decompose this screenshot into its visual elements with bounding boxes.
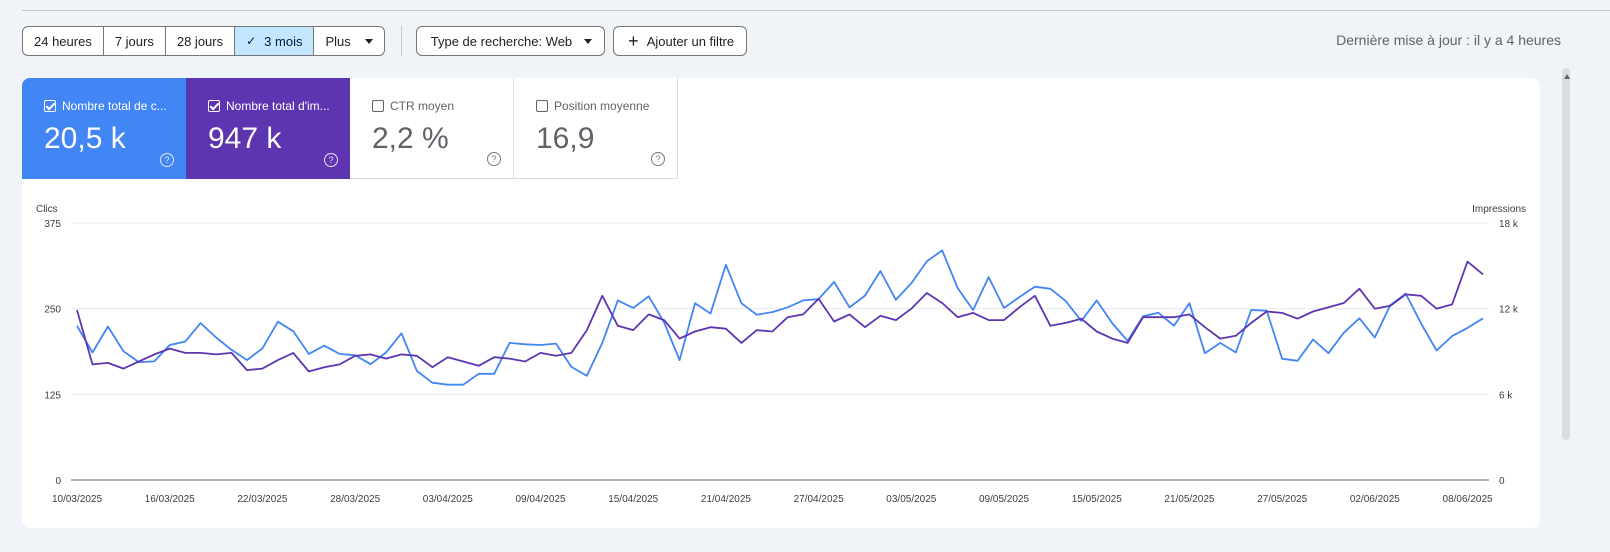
checkbox-icon[interactable] (208, 100, 220, 112)
range-option[interactable]: Plus (314, 27, 383, 55)
y-right-tick-label: 18 k (1499, 219, 1519, 230)
x-tick-label: 16/03/2025 (145, 494, 195, 505)
y-right-title: Impressions (1472, 204, 1526, 215)
x-tick-label: 08/06/2025 (1443, 494, 1493, 505)
metric-tile-position[interactable]: Position moyenne 16,9 ? (514, 78, 678, 179)
x-tick-label: 21/04/2025 (701, 494, 751, 505)
search-type-dropdown[interactable]: Type de recherche: Web (415, 26, 606, 56)
y-right-tick-label: 0 (1499, 476, 1505, 487)
help-circle-icon[interactable]: ? (324, 153, 338, 167)
plus-icon: + (628, 31, 639, 51)
caret-down-icon (584, 38, 593, 44)
checkbox-icon[interactable] (372, 100, 384, 112)
filter-toolbar: 24 heures 7 jours 28 jours ✓ 3 mois Plus Type… (22, 26, 755, 56)
x-tick-label: 22/03/2025 (237, 494, 287, 505)
search-type-label: Type de recherche: Web (430, 33, 573, 49)
metric-tiles: Nombre total de c... 20,5 k ? Nombre tot… (22, 78, 678, 179)
scrollbar[interactable] (1562, 68, 1570, 440)
metric-value: 16,9 (536, 122, 595, 155)
metric-label: Position moyenne (554, 99, 650, 113)
range-option-label: 28 jours (176, 33, 224, 49)
metric-tile-ctr[interactable]: CTR moyen 2,2 % ? (350, 78, 514, 179)
chart-series (76, 249, 1484, 386)
add-filter-label: Ajouter un filtre (646, 33, 735, 49)
help-circle-icon[interactable]: ? (487, 152, 501, 166)
add-filter-button[interactable]: + Ajouter un filtre (613, 26, 748, 56)
range-option[interactable]: 24 heures (23, 27, 104, 55)
x-tick-label: 27/05/2025 (1257, 494, 1307, 505)
series-line-impressions (76, 260, 1484, 373)
y-right-ticks: 0 6 k 12 k 18 k (1499, 219, 1519, 487)
y-left-ticks: 0 125 250 375 (44, 219, 61, 487)
x-tick-label: 10/03/2025 (52, 494, 102, 505)
series-line-clicks (76, 249, 1484, 386)
x-tick-label: 15/04/2025 (608, 494, 658, 505)
metric-value: 2,2 % (372, 122, 449, 155)
caret-down-icon (364, 38, 373, 44)
metric-tile-impressions[interactable]: Nombre total d'im... 947 k ? (186, 78, 350, 179)
toolbar-separator (400, 26, 402, 56)
range-option-label: 24 heures (34, 33, 92, 49)
range-option-label: 7 jours (114, 33, 154, 49)
x-tick-label: 27/04/2025 (794, 494, 844, 505)
range-option[interactable]: 7 jours (104, 27, 166, 55)
performance-chart[interactable]: Clics Impressions 0 125 250 375 0 6 k 12 k 18 … (22, 78, 1540, 528)
y-left-tick-label: 125 (44, 390, 61, 401)
metric-value: 20,5 k (44, 122, 126, 155)
metric-label: Nombre total de c... (62, 99, 167, 113)
y-left-title: Clics (36, 204, 58, 215)
range-option[interactable]: 28 jours (166, 27, 236, 55)
last-update-text: Dernière mise à jour : il y a 4 heures (1336, 32, 1561, 48)
check-icon: ✓ (246, 34, 257, 48)
chart-grid (71, 222, 1489, 481)
x-tick-label: 28/03/2025 (330, 494, 380, 505)
date-range-selector: 24 heures 7 jours 28 jours ✓ 3 mois Plus (22, 26, 385, 56)
checkbox-icon[interactable] (536, 100, 548, 112)
y-left-tick-label: 250 (44, 305, 61, 316)
top-divider (22, 10, 1610, 11)
metric-label: Nombre total d'im... (226, 99, 330, 113)
help-circle-icon[interactable]: ? (160, 153, 174, 167)
metric-tile-clicks[interactable]: Nombre total de c... 20,5 k ? (22, 78, 186, 179)
help-circle-icon[interactable]: ? (651, 152, 665, 166)
y-right-tick-label: 6 k (1499, 390, 1513, 401)
x-tick-label: 02/06/2025 (1350, 494, 1400, 505)
x-tick-label: 03/04/2025 (423, 494, 473, 505)
range-option[interactable]: ✓ 3 mois (235, 27, 315, 55)
y-left-tick-label: 0 (55, 476, 61, 487)
metric-value: 947 k (208, 122, 282, 155)
checkbox-icon[interactable] (44, 100, 56, 112)
x-axis-ticks: 10/03/2025 16/03/2025 22/03/2025 28/03/2025… (52, 494, 1493, 505)
scroll-up-icon[interactable] (1564, 74, 1570, 79)
x-tick-label: 15/05/2025 (1072, 494, 1122, 505)
metric-label: CTR moyen (390, 99, 455, 113)
y-left-tick-label: 375 (44, 219, 61, 230)
range-option-label: 3 mois (264, 33, 303, 49)
x-tick-label: 03/05/2025 (886, 494, 936, 505)
y-right-tick-label: 12 k (1499, 305, 1519, 316)
range-option-label: Plus (325, 33, 351, 49)
x-tick-label: 09/04/2025 (515, 494, 565, 505)
x-tick-label: 09/05/2025 (979, 494, 1029, 505)
x-tick-label: 21/05/2025 (1164, 494, 1214, 505)
performance-card: Nombre total de c... 20,5 k ? Nombre tot… (22, 78, 1540, 528)
